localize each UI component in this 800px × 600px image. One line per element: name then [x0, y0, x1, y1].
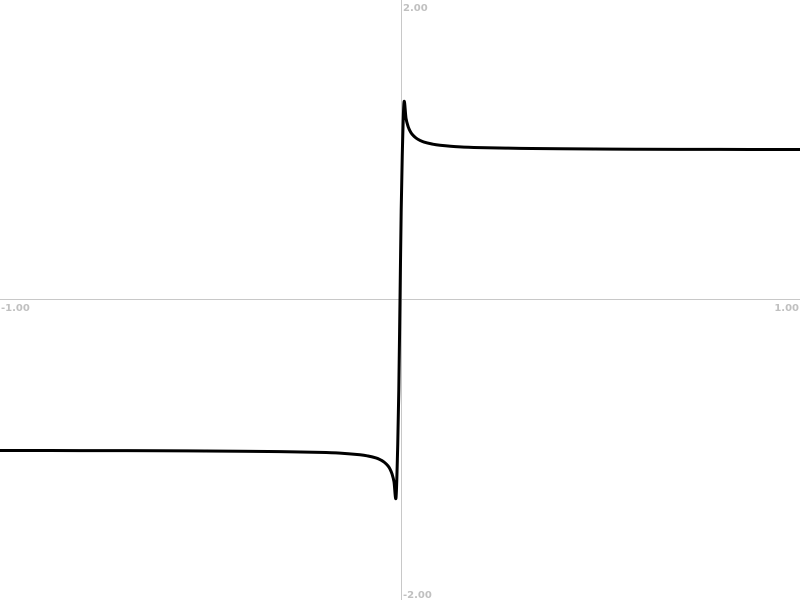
- series-line-0: [0, 99, 800, 501]
- x-max-tick-label: 1.00: [774, 303, 799, 314]
- x-min-tick-label: -1.00: [1, 303, 30, 314]
- y-min-tick-label: -2.00: [403, 590, 432, 600]
- series-layer: [0, 99, 800, 501]
- y-max-tick-label: 2.00: [403, 3, 428, 14]
